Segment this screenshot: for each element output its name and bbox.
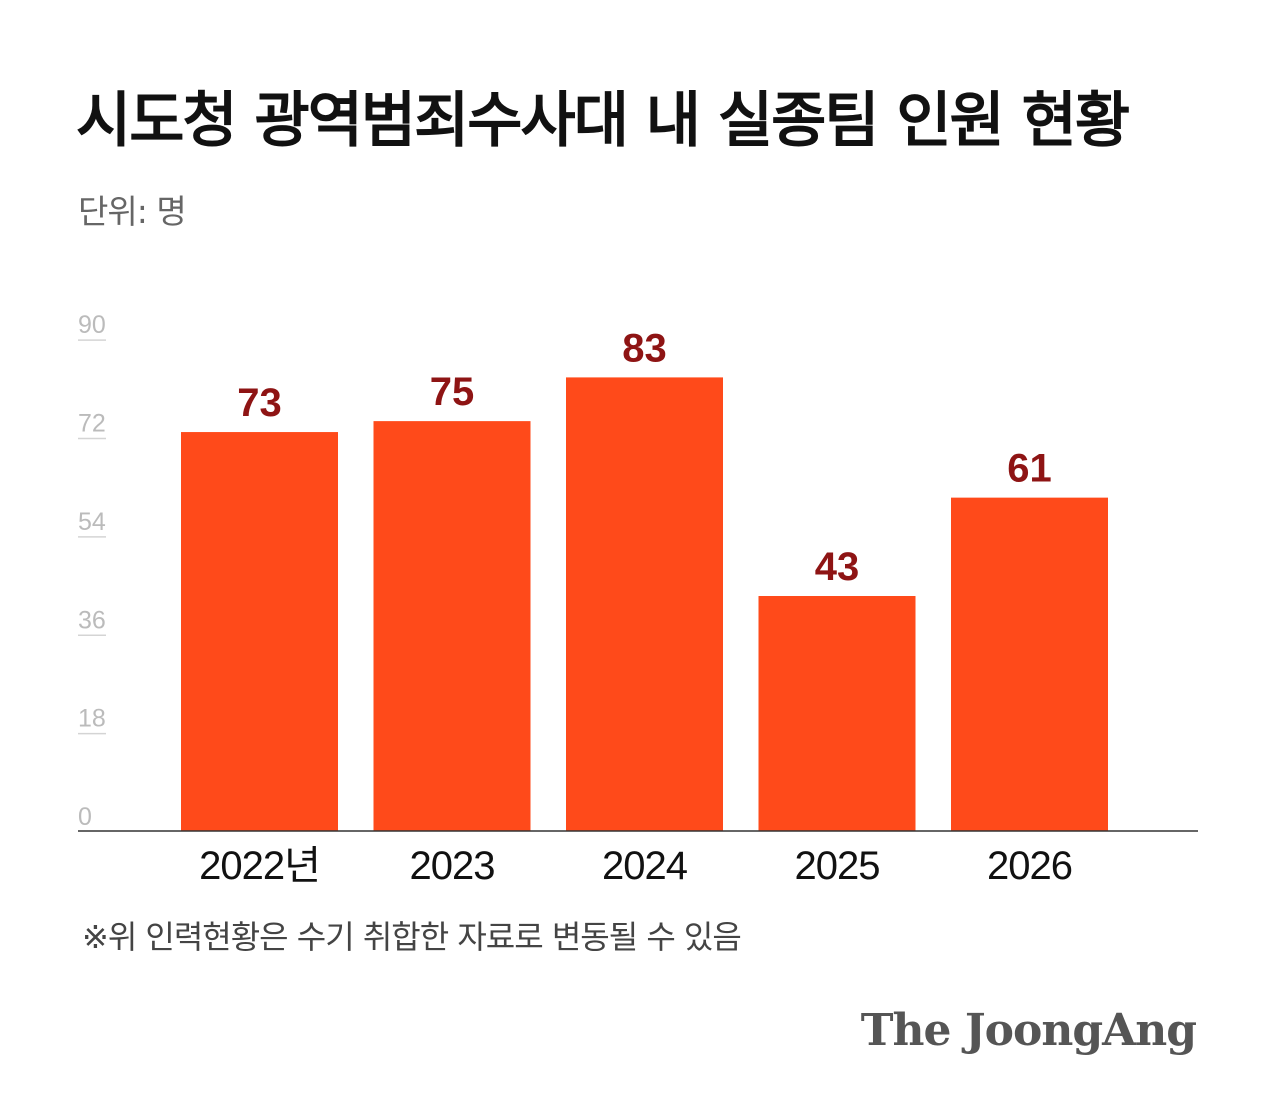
y-tick-label: 54 [78, 508, 106, 536]
y-tick-label: 72 [78, 410, 106, 438]
bar [373, 421, 531, 831]
bar-chart: 0 18 36 54 72 90 73 2022년 75 2023 83 2024 43 2025 61 20… [78, 311, 1198, 888]
bar-value-label: 61 [1007, 447, 1052, 491]
x-category-label: 2022년 [199, 844, 320, 888]
y-tick-label: 36 [78, 606, 106, 634]
footnote: ※위 인력현황은 수기 취합한 자료로 변동될 수 있음 [82, 918, 742, 956]
unit-label: 단위: 명 [78, 192, 187, 231]
bar-value-label: 83 [622, 326, 667, 370]
bar [758, 596, 916, 831]
bar [566, 377, 723, 831]
y-tick-label: 18 [78, 705, 106, 733]
x-category-label: 2026 [987, 844, 1072, 888]
x-category-label: 2025 [795, 844, 880, 888]
x-category-label: 2024 [602, 844, 688, 888]
y-tick-label: 90 [78, 311, 106, 339]
bar-value-label: 43 [815, 545, 860, 589]
chart-title: 시도청 광역범죄수사대 내 실종팀 인원 현황 [76, 86, 1130, 156]
bar [951, 497, 1108, 831]
x-category-label: 2023 [410, 844, 495, 888]
bar-value-label: 75 [430, 370, 475, 414]
y-tick-label: 0 [78, 803, 92, 831]
bar-value-label: 73 [237, 381, 282, 425]
publisher-logo: The JoongAng [860, 1005, 1197, 1056]
bar [181, 432, 338, 831]
